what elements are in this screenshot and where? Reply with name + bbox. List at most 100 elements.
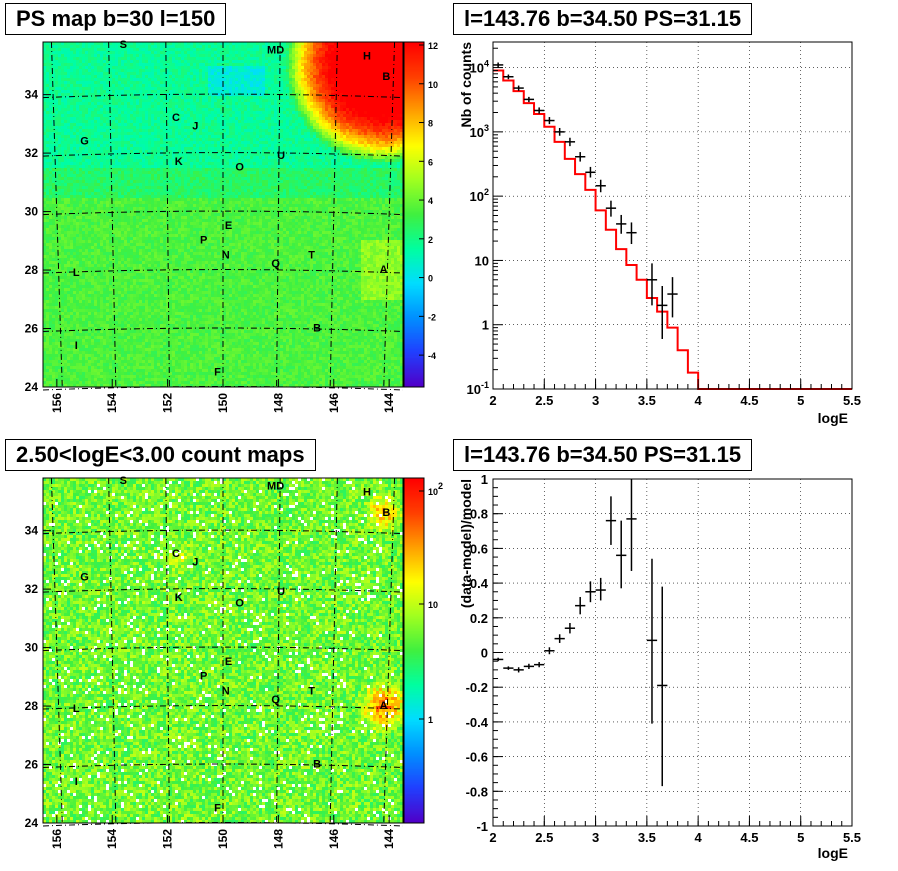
x-tick-label: 148 bbox=[271, 393, 285, 413]
x-tick-label: 148 bbox=[271, 829, 285, 849]
x-tick-label: 150 bbox=[216, 393, 230, 413]
x-tick-label: 5.5 bbox=[843, 393, 861, 408]
x-tick-label: 152 bbox=[161, 829, 175, 849]
x-tick-label: 2 bbox=[489, 830, 496, 845]
source-label-Q: Q bbox=[271, 694, 280, 706]
x-tick-label: 3 bbox=[592, 830, 599, 845]
colorbar-tick-label: -4 bbox=[428, 351, 436, 361]
grid-parallel bbox=[42, 529, 404, 535]
source-label-E: E bbox=[225, 656, 232, 668]
y-tick-label: 34 bbox=[25, 88, 39, 102]
map2-title: 2.50<logE<3.00 count maps bbox=[5, 439, 316, 471]
grid-meridian bbox=[165, 477, 170, 824]
x-tick-label: 4 bbox=[695, 393, 703, 408]
x-tick-label: 3 bbox=[592, 393, 599, 408]
y-tick-label: 10 bbox=[475, 253, 489, 268]
x-tick-label: 144 bbox=[382, 393, 396, 413]
x-tick-label: 146 bbox=[327, 829, 341, 849]
colorbar-tick-label: -2 bbox=[428, 312, 436, 322]
source-label-B: B bbox=[313, 322, 321, 334]
x-tick-label: 146 bbox=[327, 393, 341, 413]
source-label-F: F bbox=[214, 366, 221, 378]
residual-title: l=143.76 b=34.50 PS=31.15 bbox=[453, 439, 753, 471]
y-tick-label: 28 bbox=[25, 263, 39, 277]
y-tick-label: -0.6 bbox=[466, 750, 488, 765]
source-label-K: K bbox=[175, 592, 183, 604]
y-tick-label: 0 bbox=[481, 646, 488, 661]
colorbar-tick-label: 4 bbox=[428, 196, 433, 206]
x-tick-label: 2.5 bbox=[535, 830, 553, 845]
colorbar-tick-label: 10 bbox=[428, 600, 438, 610]
grid-parallel bbox=[42, 210, 404, 216]
source-label-O: O bbox=[235, 162, 244, 174]
y-tick-label: 28 bbox=[25, 699, 39, 713]
y-tick-label: -0.4 bbox=[466, 715, 489, 730]
source-label-F: F bbox=[214, 802, 221, 814]
source-label-Q: Q bbox=[271, 258, 280, 270]
y-tick-label: 24 bbox=[25, 816, 39, 830]
x-tick-label: 3.5 bbox=[638, 830, 656, 845]
grid-meridian bbox=[276, 41, 281, 388]
y-axis-label: Nb of counts bbox=[458, 42, 474, 128]
spectrum-title: l=143.76 b=34.50 PS=31.15 bbox=[453, 3, 753, 35]
source-label-U: U bbox=[277, 150, 285, 162]
y-tick-label: 32 bbox=[25, 146, 39, 160]
x-tick-label: 154 bbox=[105, 393, 119, 413]
y-tick-label: 10-1 bbox=[467, 380, 489, 397]
colorbar-frame bbox=[403, 477, 425, 824]
grid bbox=[492, 478, 853, 827]
grid-parallel bbox=[42, 152, 404, 157]
source-label-L: L bbox=[73, 703, 80, 715]
source-label-H: H bbox=[363, 487, 371, 499]
grid-meridian bbox=[276, 477, 281, 824]
source-label-B: B bbox=[313, 758, 321, 770]
y-tick-label: 0.4 bbox=[470, 576, 489, 591]
x-tick-label: 5 bbox=[797, 393, 804, 408]
source-label-J: J bbox=[192, 121, 198, 133]
x-tick-label: 152 bbox=[161, 393, 175, 413]
y-tick-label: 1 bbox=[481, 472, 488, 487]
y-tick-label: -1 bbox=[476, 819, 488, 834]
x-tick-label: 2.5 bbox=[535, 393, 553, 408]
source-label-I: I bbox=[75, 776, 78, 788]
x-tick-label: 2 bbox=[489, 393, 496, 408]
source-label-G: G bbox=[80, 571, 89, 583]
source-label-MD: MD bbox=[267, 45, 284, 57]
source-label-K: K bbox=[175, 156, 183, 168]
source-label-U: U bbox=[277, 586, 285, 598]
grid-meridian bbox=[383, 41, 396, 388]
grid-parallel bbox=[42, 93, 404, 99]
source-label-MD: MD bbox=[267, 481, 284, 493]
model-histogram bbox=[493, 69, 852, 390]
spectrum-plot: 2 2.5 3 3.5 4 4.5 5 5.5 10-1 1 10 102 103 104 logE Nb o… bbox=[458, 41, 861, 426]
colorbar-tick-label: 6 bbox=[428, 157, 433, 167]
source-label-A: A bbox=[380, 700, 388, 712]
source-label-G: G bbox=[80, 135, 89, 147]
source-label-P: P bbox=[200, 671, 207, 683]
grid-parallel bbox=[42, 588, 404, 593]
x-tick-label: 5 bbox=[797, 830, 804, 845]
y-tick-label: 0.2 bbox=[470, 611, 488, 626]
colorbar-tick-label: 102 bbox=[428, 481, 443, 497]
y-tick-label: 0.8 bbox=[470, 507, 488, 522]
grid-parallel bbox=[42, 269, 404, 274]
source-label-B: B bbox=[382, 71, 390, 83]
source-label-O: O bbox=[235, 598, 244, 610]
grid-parallel bbox=[42, 705, 404, 710]
x-tick-label: 4.5 bbox=[740, 830, 758, 845]
source-label-N: N bbox=[222, 685, 230, 697]
colorbar-tick-label: 8 bbox=[428, 119, 433, 129]
x-tick-label: 4 bbox=[695, 830, 703, 845]
x-axis-label: logE bbox=[818, 845, 848, 861]
source-label-C: C bbox=[172, 112, 180, 124]
x-tick-label: 4.5 bbox=[740, 393, 758, 408]
plot-frame bbox=[492, 478, 853, 827]
colorbar-tick-label: 10 bbox=[428, 80, 438, 90]
grid-parallel bbox=[42, 386, 404, 391]
grid-meridian bbox=[108, 477, 117, 824]
map1-title: PS map b=30 l=150 bbox=[5, 3, 227, 35]
source-label-C: C bbox=[172, 548, 180, 560]
y-tick-label: 30 bbox=[25, 205, 39, 219]
